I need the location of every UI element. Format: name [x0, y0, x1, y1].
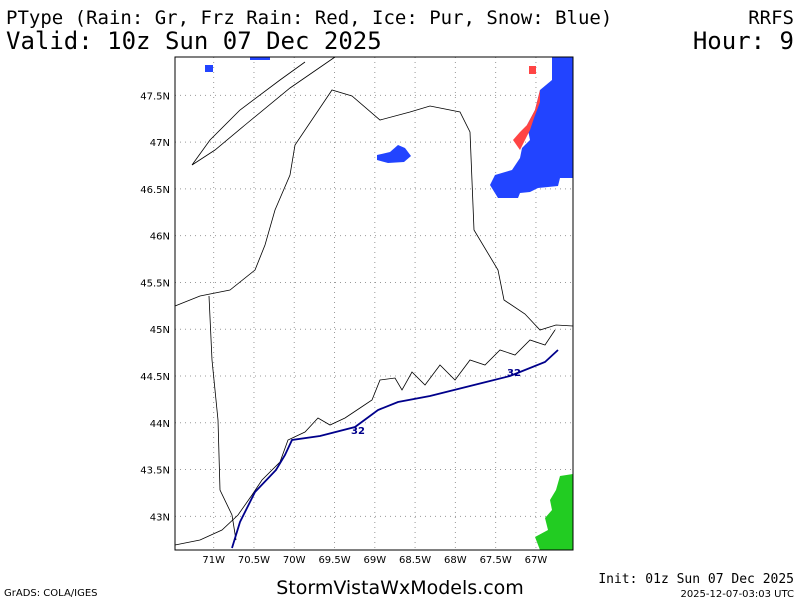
y-tick-label: 43N [150, 512, 170, 523]
y-tick-label: 47.5N [140, 91, 170, 102]
model: RRFS [748, 7, 794, 29]
temperature-contour [231, 349, 559, 549]
x-tick-label: 69W [363, 555, 386, 566]
river [191, 56, 336, 166]
rain-area [535, 474, 573, 550]
freezing-rain-area [529, 66, 536, 74]
snow-area [490, 57, 573, 198]
freezing-rain-area [513, 90, 540, 150]
x-tick-label: 67.5W [480, 555, 512, 566]
y-tick-label: 44N [150, 419, 170, 430]
timestamp: 2025-12-07-03:03 UTC [680, 589, 794, 600]
y-tick-label: 46.5N [140, 185, 170, 196]
contour-label: 32 [351, 426, 365, 437]
credit: GrADS: COLA/IGES [4, 588, 98, 599]
map-area [174, 56, 574, 551]
x-tick-label: 68.5W [399, 555, 431, 566]
valid-time: Valid: 10z Sun 07 Dec 2025 [6, 27, 382, 55]
border [208, 295, 237, 541]
init-time: Init: 01z Sun 07 Dec 2025 [598, 572, 794, 587]
snow-area [377, 145, 411, 163]
title: PType (Rain: Gr, Frz Rain: Red, Ice: Pur… [6, 7, 612, 29]
x-tick-label: 69.5W [318, 555, 350, 566]
forecast-hour: Hour: 9 [693, 27, 794, 55]
y-tick-label: 44.5N [140, 372, 170, 383]
snow-area [205, 65, 213, 72]
border [174, 89, 574, 331]
x-tick-label: 67W [525, 555, 548, 566]
site: StormVistaWxModels.com [276, 577, 524, 599]
y-tick-label: 45.5N [140, 278, 170, 289]
contour-label: 32 [507, 368, 521, 379]
x-tick-label: 70W [283, 555, 306, 566]
x-tick-label: 68W [444, 555, 467, 566]
y-tick-label: 46N [150, 232, 170, 243]
y-tick-label: 47N [150, 138, 170, 149]
coastline [174, 329, 556, 546]
x-tick-label: 71W [202, 555, 225, 566]
x-tick-label: 70.5W [238, 555, 270, 566]
snow-area [250, 57, 270, 60]
y-tick-label: 45N [150, 325, 170, 336]
map-frame [174, 56, 574, 551]
y-tick-label: 43.5N [140, 466, 170, 477]
